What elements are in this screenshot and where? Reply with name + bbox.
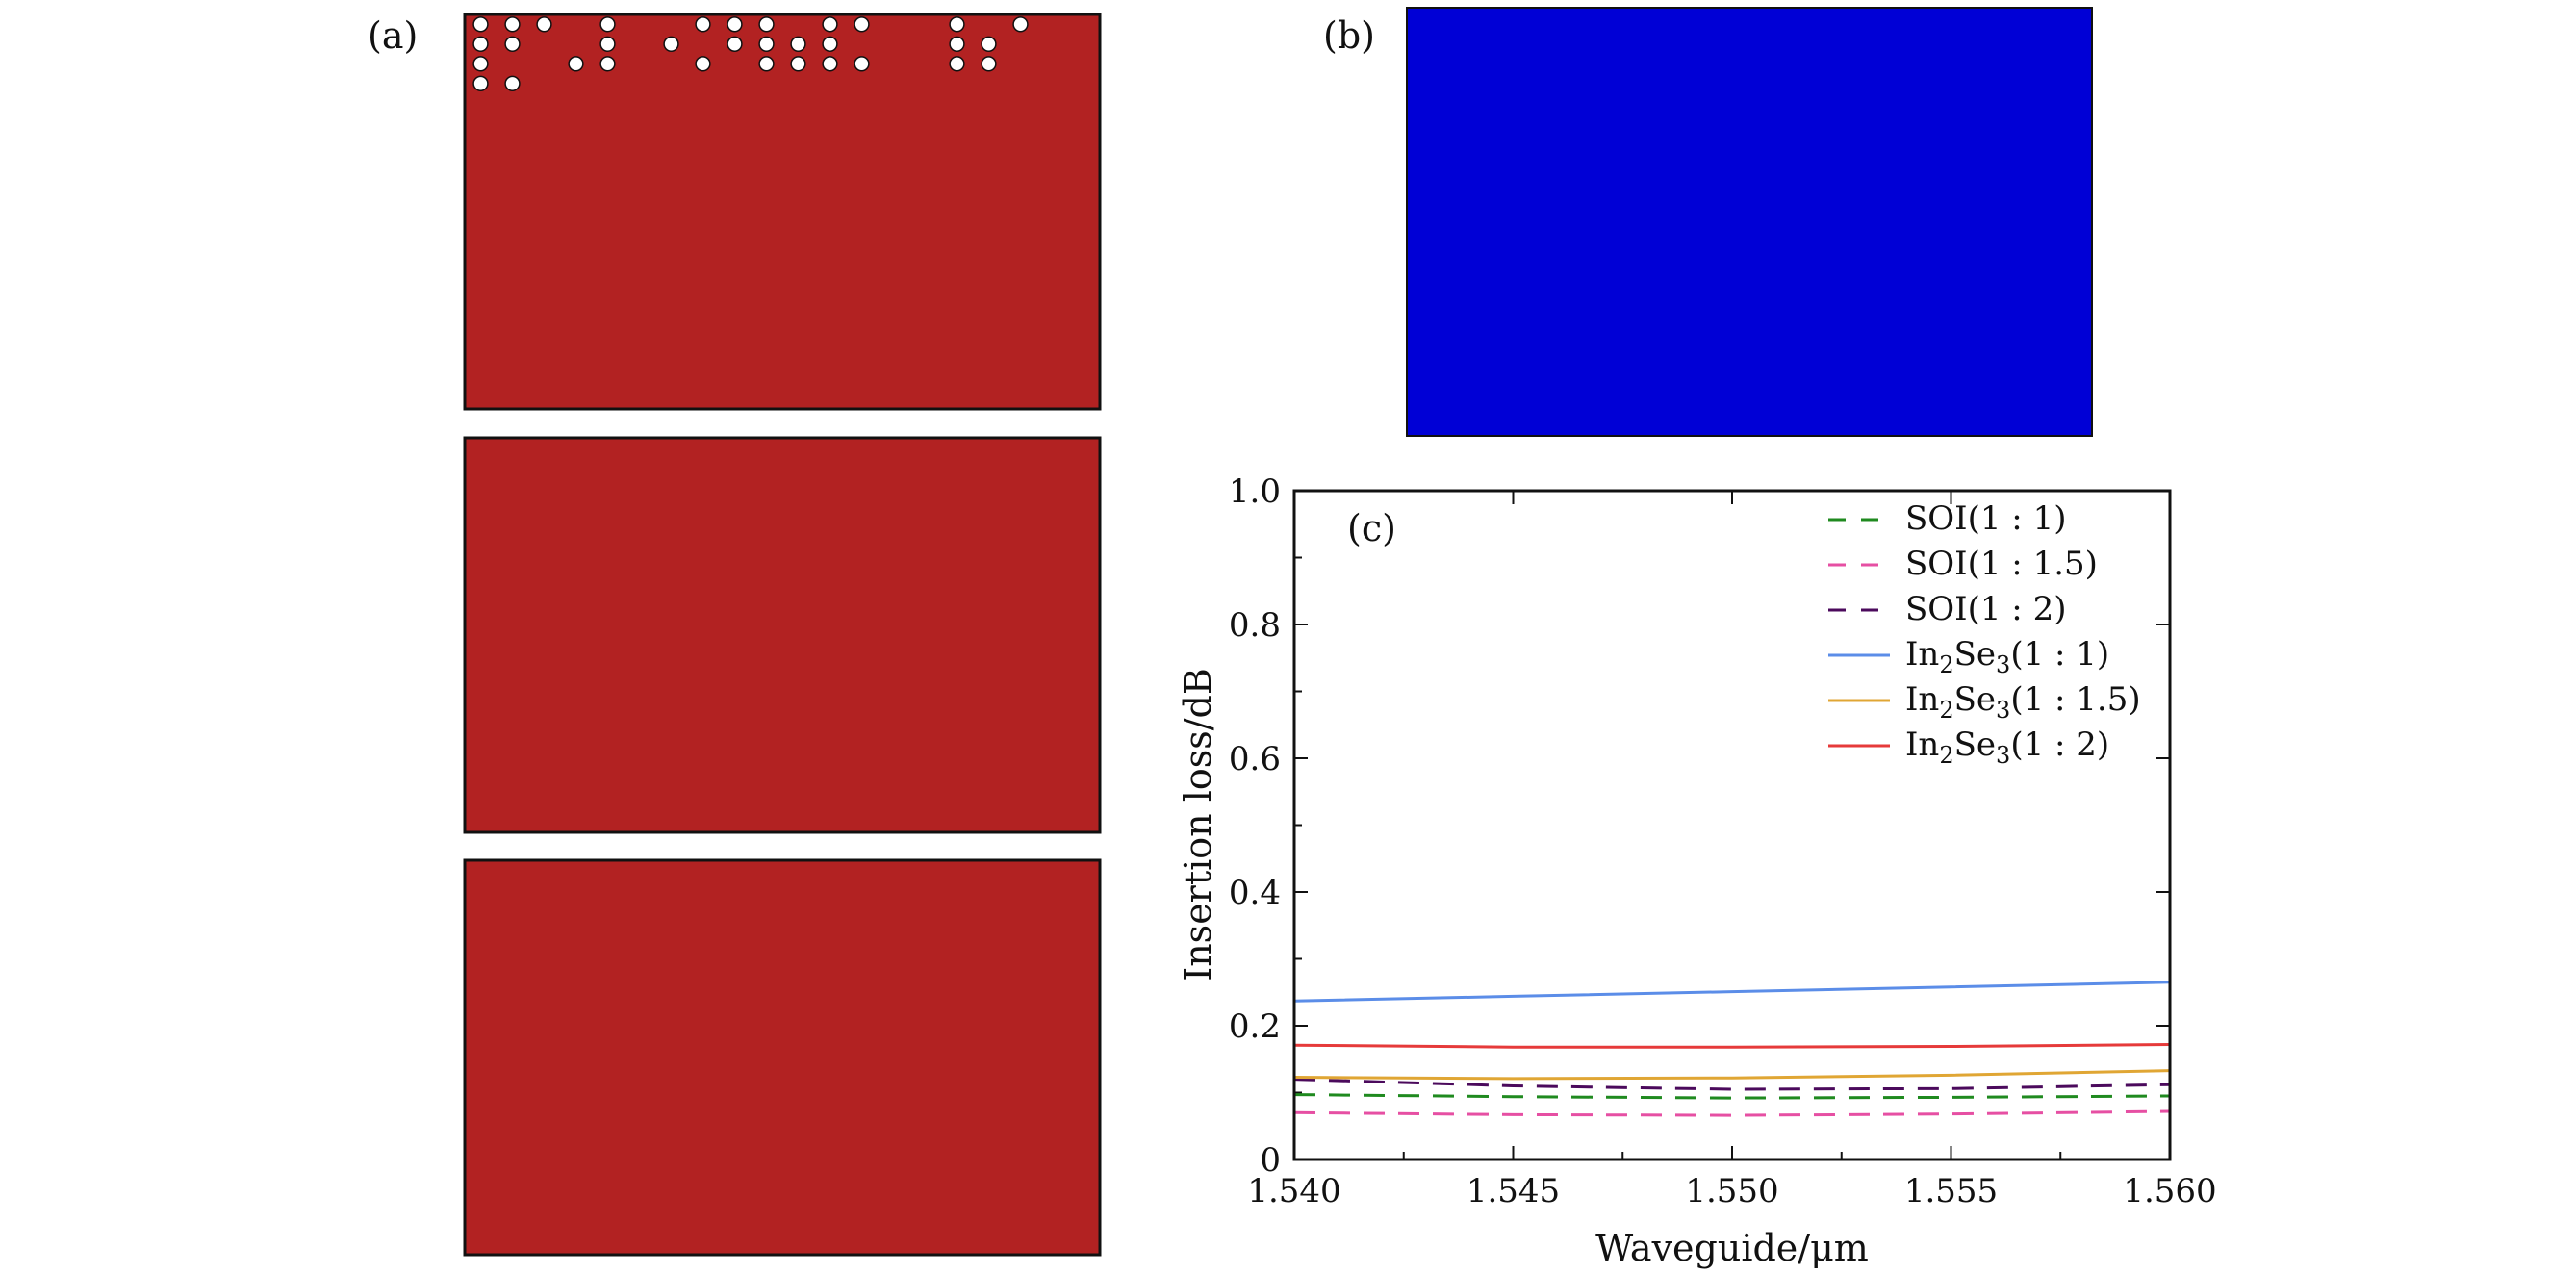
hole — [472, 75, 489, 91]
x-tick-labels: 1.540 1.545 1.550 1.555 1.560 — [1247, 1172, 2216, 1210]
panel-a-top-pattern — [463, 13, 1102, 411]
legend-label-3: In2Se3(1 : 1) — [1905, 635, 2109, 678]
panel-c-chart: (c) 1.540 1.545 1.550 1.555 1.560 0 0.2 0.4 0.6… — [1177, 472, 2217, 1269]
hole — [981, 36, 997, 52]
plot-frame — [1292, 489, 2172, 1161]
hole — [854, 16, 870, 33]
hole — [599, 16, 616, 33]
hole — [981, 56, 997, 72]
series-line-5 — [1293, 1043, 2171, 1049]
hole — [854, 56, 870, 72]
series-line-2 — [1293, 1078, 2171, 1091]
hole — [822, 16, 838, 33]
legend-label-0: SOI(1 : 1) — [1905, 499, 2066, 538]
hole — [504, 75, 521, 91]
hole — [599, 56, 616, 72]
x-tick-label: 1.545 — [1467, 1172, 1560, 1210]
series-line-0 — [1293, 1093, 2171, 1100]
hole — [727, 36, 743, 52]
y-tick-label: 0.8 — [1229, 606, 1281, 645]
hole — [472, 56, 489, 72]
x-tick-label: 1.550 — [1685, 1172, 1778, 1210]
hole — [727, 16, 743, 33]
hole — [568, 56, 584, 72]
y-tick-label: 1.0 — [1229, 472, 1281, 511]
hole — [536, 16, 552, 33]
hole — [663, 36, 679, 52]
legend-label-4: In2Se3(1 : 1.5) — [1905, 680, 2141, 724]
x-tick-label: 1.560 — [2123, 1172, 2216, 1210]
hole — [695, 56, 711, 72]
legend-label-5: In2Se3(1 : 2) — [1905, 726, 2109, 769]
panel-a-middle-background — [463, 436, 1102, 834]
panel-b-label: (b) — [1323, 14, 1375, 57]
y-tick-label: 0 — [1260, 1141, 1281, 1180]
panel-b-pattern — [1406, 7, 2093, 437]
hole — [504, 36, 521, 52]
panel-a-bottom-background — [463, 858, 1102, 1257]
x-tick-label: 1.555 — [1904, 1172, 1998, 1210]
hole — [822, 36, 838, 52]
x-tick-label: 1.540 — [1247, 1172, 1340, 1210]
hole — [472, 16, 489, 33]
panel-a-label: (a) — [368, 14, 418, 57]
hole — [599, 36, 616, 52]
y-tick-label: 0.4 — [1229, 874, 1281, 912]
hole — [472, 36, 489, 52]
legend-label-2: SOI(1 : 2) — [1905, 590, 2066, 628]
hole — [822, 56, 838, 72]
hole — [758, 36, 775, 52]
chart-series — [1293, 981, 2171, 1117]
panel-a-middle-pattern — [463, 436, 1102, 834]
series-line-1 — [1293, 1109, 2171, 1117]
series-line-3 — [1293, 981, 2171, 1003]
panel-a-bottom-pattern — [463, 858, 1102, 1257]
y-tick-label: 0.6 — [1229, 740, 1281, 778]
hole — [504, 16, 521, 33]
hole — [949, 16, 965, 33]
panel-a-top-holes — [472, 16, 1029, 91]
series-line-4 — [1293, 1069, 2171, 1081]
legend: SOI(1 : 1) SOI(1 : 1.5) SOI(1 : 2) In2Se3(1… — [1828, 499, 2141, 769]
legend-label-1: SOI(1 : 1.5) — [1905, 545, 2098, 583]
hole — [790, 56, 806, 72]
hole — [790, 36, 806, 52]
y-tick-label: 0.2 — [1229, 1007, 1281, 1046]
panel-a-top-background — [463, 13, 1102, 411]
hole — [695, 16, 711, 33]
hole — [949, 36, 965, 52]
panel-b-background — [1406, 7, 2093, 437]
y-axis-label: Insertion loss/dB — [1177, 668, 1219, 981]
hole — [1012, 16, 1029, 33]
hole — [758, 16, 775, 33]
hole — [758, 56, 775, 72]
y-tick-labels: 0 0.2 0.4 0.6 0.8 1.0 — [1229, 472, 1281, 1180]
hole — [949, 56, 965, 72]
panel-c-label: (c) — [1347, 507, 1396, 549]
x-axis-label: Waveguide/μm — [1595, 1227, 1869, 1269]
